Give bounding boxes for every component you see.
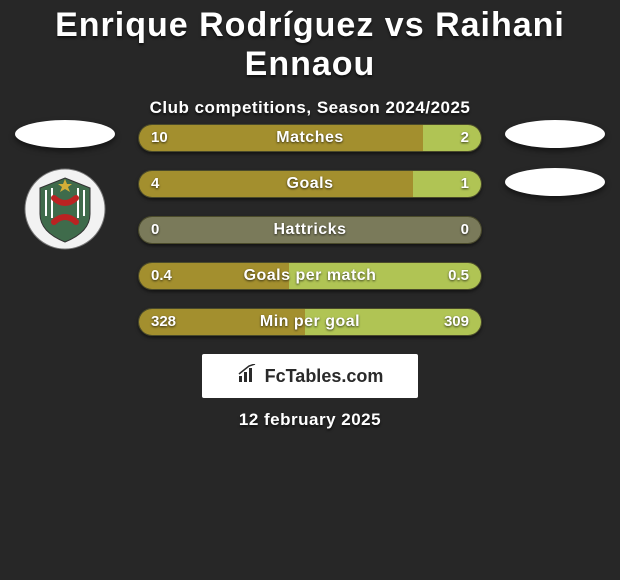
stats-bars: 102Matches 41Goals 00Hattricks 0.40.5Goals … (138, 124, 482, 354)
stat-row: 328309Min per goal (138, 308, 482, 336)
stat-label: Goals (139, 171, 481, 197)
player2-avatar-placeholder (505, 120, 605, 148)
player2-club-placeholder (505, 168, 605, 196)
stat-label: Hattricks (139, 217, 481, 243)
subtitle: Club competitions, Season 2024/2025 (0, 98, 620, 118)
watermark: FcTables.com (202, 354, 418, 398)
stat-label: Goals per match (139, 263, 481, 289)
left-avatar-column (10, 120, 120, 250)
chart-icon (237, 364, 259, 389)
player1-club-badge (24, 168, 106, 250)
stat-row: 41Goals (138, 170, 482, 198)
watermark-text: FcTables.com (265, 366, 384, 387)
player1-avatar-placeholder (15, 120, 115, 148)
comparison-title: Enrique Rodríguez vs Raihani Ennaou (0, 0, 620, 84)
stat-label: Min per goal (139, 309, 481, 335)
stat-label: Matches (139, 125, 481, 151)
stat-row: 0.40.5Goals per match (138, 262, 482, 290)
vs-separator: vs (374, 6, 435, 44)
stat-row: 00Hattricks (138, 216, 482, 244)
player1-name: Enrique Rodríguez (55, 6, 374, 44)
stat-row: 102Matches (138, 124, 482, 152)
date: 12 february 2025 (0, 410, 620, 430)
right-avatar-column (500, 120, 610, 216)
